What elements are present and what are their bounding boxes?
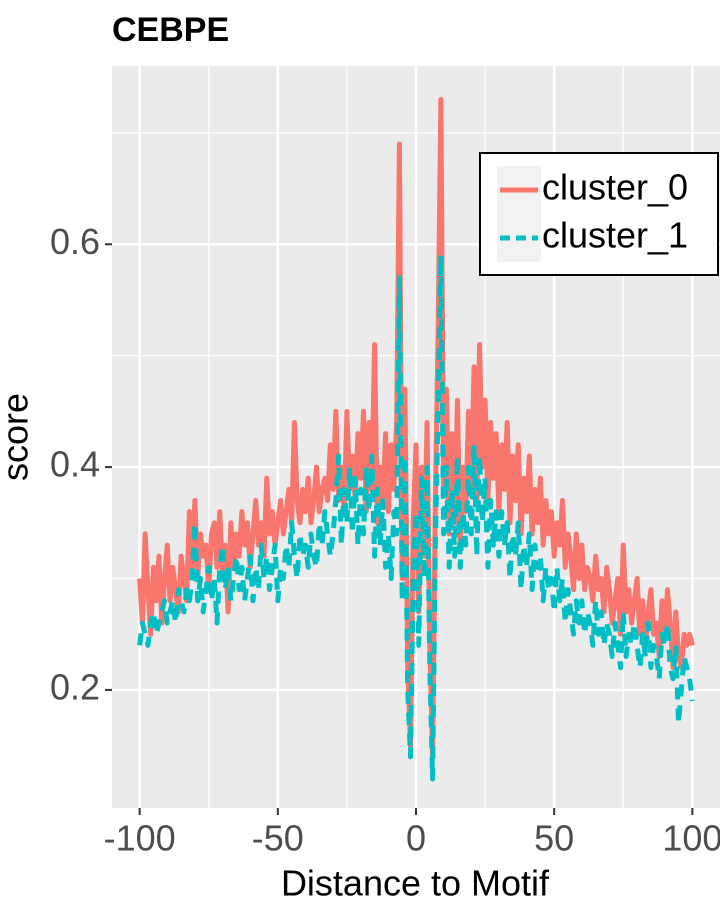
series-line	[137, 252, 695, 782]
lines	[137, 96, 695, 782]
x-tick-label: -50	[252, 818, 304, 859]
series-line	[137, 96, 695, 760]
legend-label: cluster_0	[542, 167, 688, 208]
axes: -100 -50 0 50 100 0.2 0.4 0.6	[50, 221, 720, 859]
y-axis-label: score	[0, 393, 36, 481]
y-tick-label: 0.2	[50, 666, 100, 707]
x-tick-label: -100	[104, 818, 176, 859]
x-axis-label: Distance to Motif	[281, 863, 550, 904]
x-tick-label: 100	[662, 818, 720, 859]
legend-label: cluster_1	[542, 215, 688, 256]
chart-title: CEBPE	[112, 11, 229, 49]
x-tick-label: 50	[534, 818, 574, 859]
y-tick-label: 0.4	[50, 444, 100, 485]
x-tick-label: 0	[406, 818, 426, 859]
y-tick-label: 0.6	[50, 221, 100, 262]
legend: cluster_0 cluster_1	[479, 152, 719, 276]
